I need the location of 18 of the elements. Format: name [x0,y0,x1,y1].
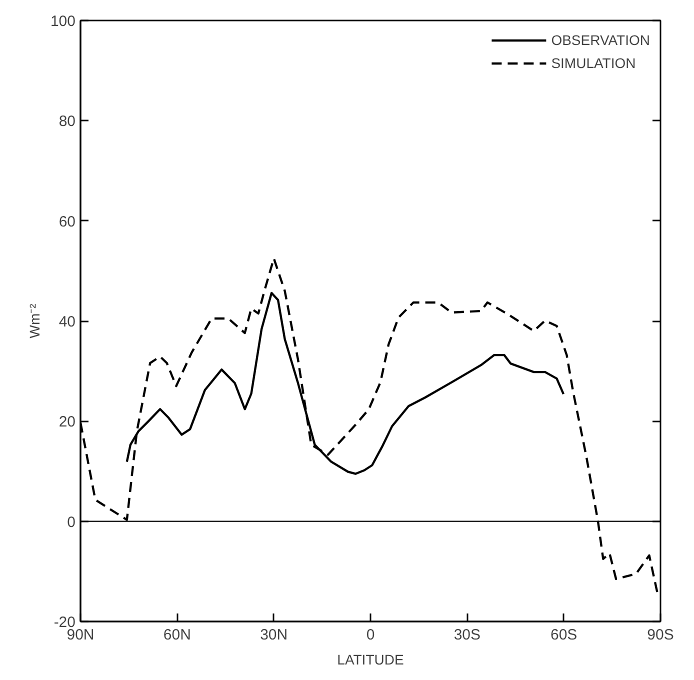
y-axis-title: Wm⁻² [26,303,42,338]
y-tick-label: 0 [67,514,76,531]
x-tick-label: 30N [260,626,288,644]
line-series [126,292,565,475]
x-tick-label: 0 [366,626,375,644]
x-tick-label: 30S [454,626,481,644]
legend-label: OBSERVATION [551,32,650,48]
y-tick-label: 40 [58,314,76,330]
x-tick-label: 90S [647,626,674,644]
x-axis-title: LATITUDE [337,652,404,668]
y-tick-label: 100 [50,13,76,30]
legend-label: SIMULATION [551,55,636,71]
x-tick-label: 90N [66,626,94,644]
y-tick-label: 80 [58,113,76,130]
y-tick-label: 20 [58,414,76,431]
x-tick-label: 60S [550,626,578,644]
y-tick-label: 60 [58,213,76,230]
x-tick-label: 60N [163,626,191,644]
